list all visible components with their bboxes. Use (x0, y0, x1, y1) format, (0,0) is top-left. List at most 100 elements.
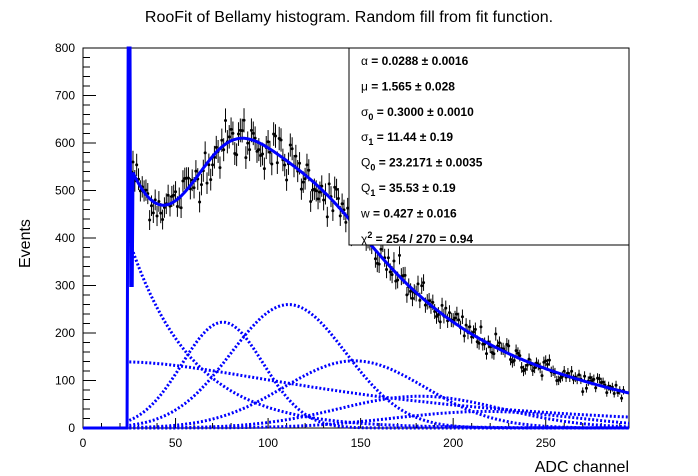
data-point (479, 325, 483, 329)
data-point (305, 163, 309, 167)
data-point (222, 148, 226, 152)
fit-parameter-line: Q1 = 35.53 ± 0.19 (361, 181, 456, 198)
x-tick-label: 50 (169, 436, 183, 450)
data-point (435, 315, 439, 319)
data-point (520, 365, 524, 369)
data-point (388, 270, 392, 274)
data-point (316, 197, 320, 201)
data-point (249, 128, 253, 132)
data-point (307, 168, 311, 172)
data-point (155, 214, 159, 218)
data-point (266, 140, 270, 144)
data-point (497, 341, 501, 345)
data-point (468, 325, 472, 329)
data-point (131, 160, 135, 164)
data-point (309, 200, 313, 204)
data-point (325, 215, 329, 219)
data-point (455, 312, 459, 316)
data-point (172, 193, 176, 197)
data-point (205, 181, 209, 185)
data-point (436, 312, 440, 316)
fit-curve (83, 46, 630, 430)
data-point (592, 377, 596, 381)
pe-component-5 (129, 409, 630, 430)
data-point (335, 187, 339, 191)
data-point (336, 197, 340, 201)
data-point (161, 218, 165, 222)
data-point (270, 162, 274, 166)
data-point (318, 190, 322, 194)
data-point (314, 189, 318, 193)
data-point (144, 188, 148, 192)
data-point (431, 300, 435, 304)
data-point (377, 262, 381, 266)
data-point (405, 293, 409, 297)
data-point (507, 344, 511, 348)
data-point (422, 281, 426, 285)
data-point (290, 147, 294, 151)
data-point (409, 289, 413, 293)
data-point (410, 296, 414, 300)
data-point (218, 166, 222, 170)
data-point (279, 138, 283, 142)
background-component (127, 240, 629, 430)
data-point (246, 141, 250, 145)
data-point (231, 131, 235, 135)
data-point (327, 182, 331, 186)
data-point (181, 179, 185, 183)
data-point (605, 391, 609, 395)
data-point (438, 320, 442, 324)
data-point (544, 359, 548, 363)
data-point (186, 176, 190, 180)
data-point (473, 327, 477, 331)
data-point (166, 193, 170, 197)
data-point (464, 323, 468, 327)
data-point (151, 211, 155, 215)
pe-component-1 (128, 320, 629, 430)
data-point (379, 247, 383, 251)
data-point (261, 152, 265, 156)
y-tick-label: 500 (55, 184, 75, 198)
data-point (588, 376, 592, 380)
data-point (547, 358, 551, 362)
y-tick-label: 400 (55, 231, 75, 245)
data-point (251, 131, 255, 135)
data-point (477, 341, 481, 345)
x-tick-label: 0 (80, 436, 87, 450)
data-point (457, 318, 461, 322)
data-point (159, 211, 163, 215)
data-point (346, 206, 350, 210)
data-point (472, 330, 476, 334)
data-point (440, 303, 444, 307)
data-point (322, 198, 326, 202)
y-tick-label: 700 (55, 89, 75, 103)
y-tick-label: 600 (55, 136, 75, 150)
data-point (320, 184, 324, 188)
y-tick-label: 300 (55, 279, 75, 293)
y-tick-label: 100 (55, 374, 75, 388)
data-point (211, 163, 215, 167)
data-point (533, 366, 537, 370)
data-point (444, 306, 448, 310)
data-point (594, 386, 598, 390)
data-point (333, 185, 337, 189)
data-point (220, 138, 224, 142)
data-point (262, 167, 266, 171)
data-point (416, 282, 420, 286)
fit-components (127, 240, 630, 430)
data-point (162, 206, 166, 210)
data-point (340, 202, 344, 206)
data-point (570, 369, 574, 373)
data-point (390, 273, 394, 277)
data-point (236, 132, 240, 136)
data-point (198, 200, 202, 204)
data-point (338, 214, 342, 218)
data-point (194, 169, 198, 173)
fit-parameter-line: σ0 = 0.3000 ± 0.0010 (361, 105, 474, 122)
data-point (494, 332, 498, 336)
data-point (242, 118, 246, 122)
y-tick-label: 200 (55, 326, 75, 340)
data-point (566, 371, 570, 375)
data-point (525, 363, 529, 367)
background-component-2 (129, 360, 630, 419)
